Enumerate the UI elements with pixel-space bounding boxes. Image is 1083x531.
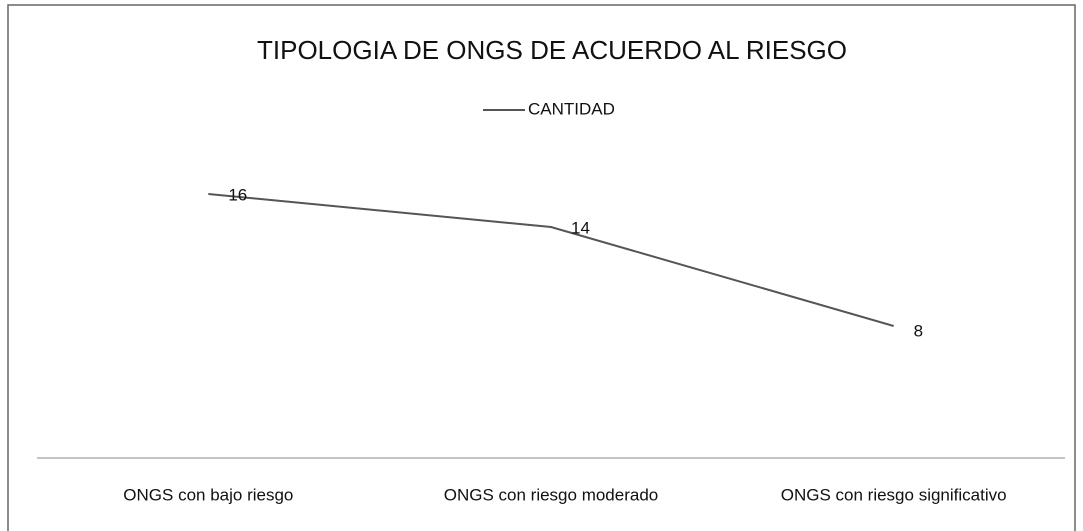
chart-frame xyxy=(7,4,1076,531)
data-label: 8 xyxy=(914,321,923,340)
data-label: 14 xyxy=(571,218,590,237)
data-line xyxy=(208,193,894,327)
data-label: 16 xyxy=(228,185,247,204)
x-tick-label: ONGS con bajo riesgo xyxy=(123,485,293,504)
chart-title: TIPOLOGIA DE ONGS DE ACUERDO AL RIESGO xyxy=(257,35,847,65)
legend-label: CANTIDAD xyxy=(528,99,615,118)
x-tick-label: ONGS con riesgo moderado xyxy=(444,485,659,504)
x-tick-label: ONGS con riesgo significativo xyxy=(781,485,1007,504)
